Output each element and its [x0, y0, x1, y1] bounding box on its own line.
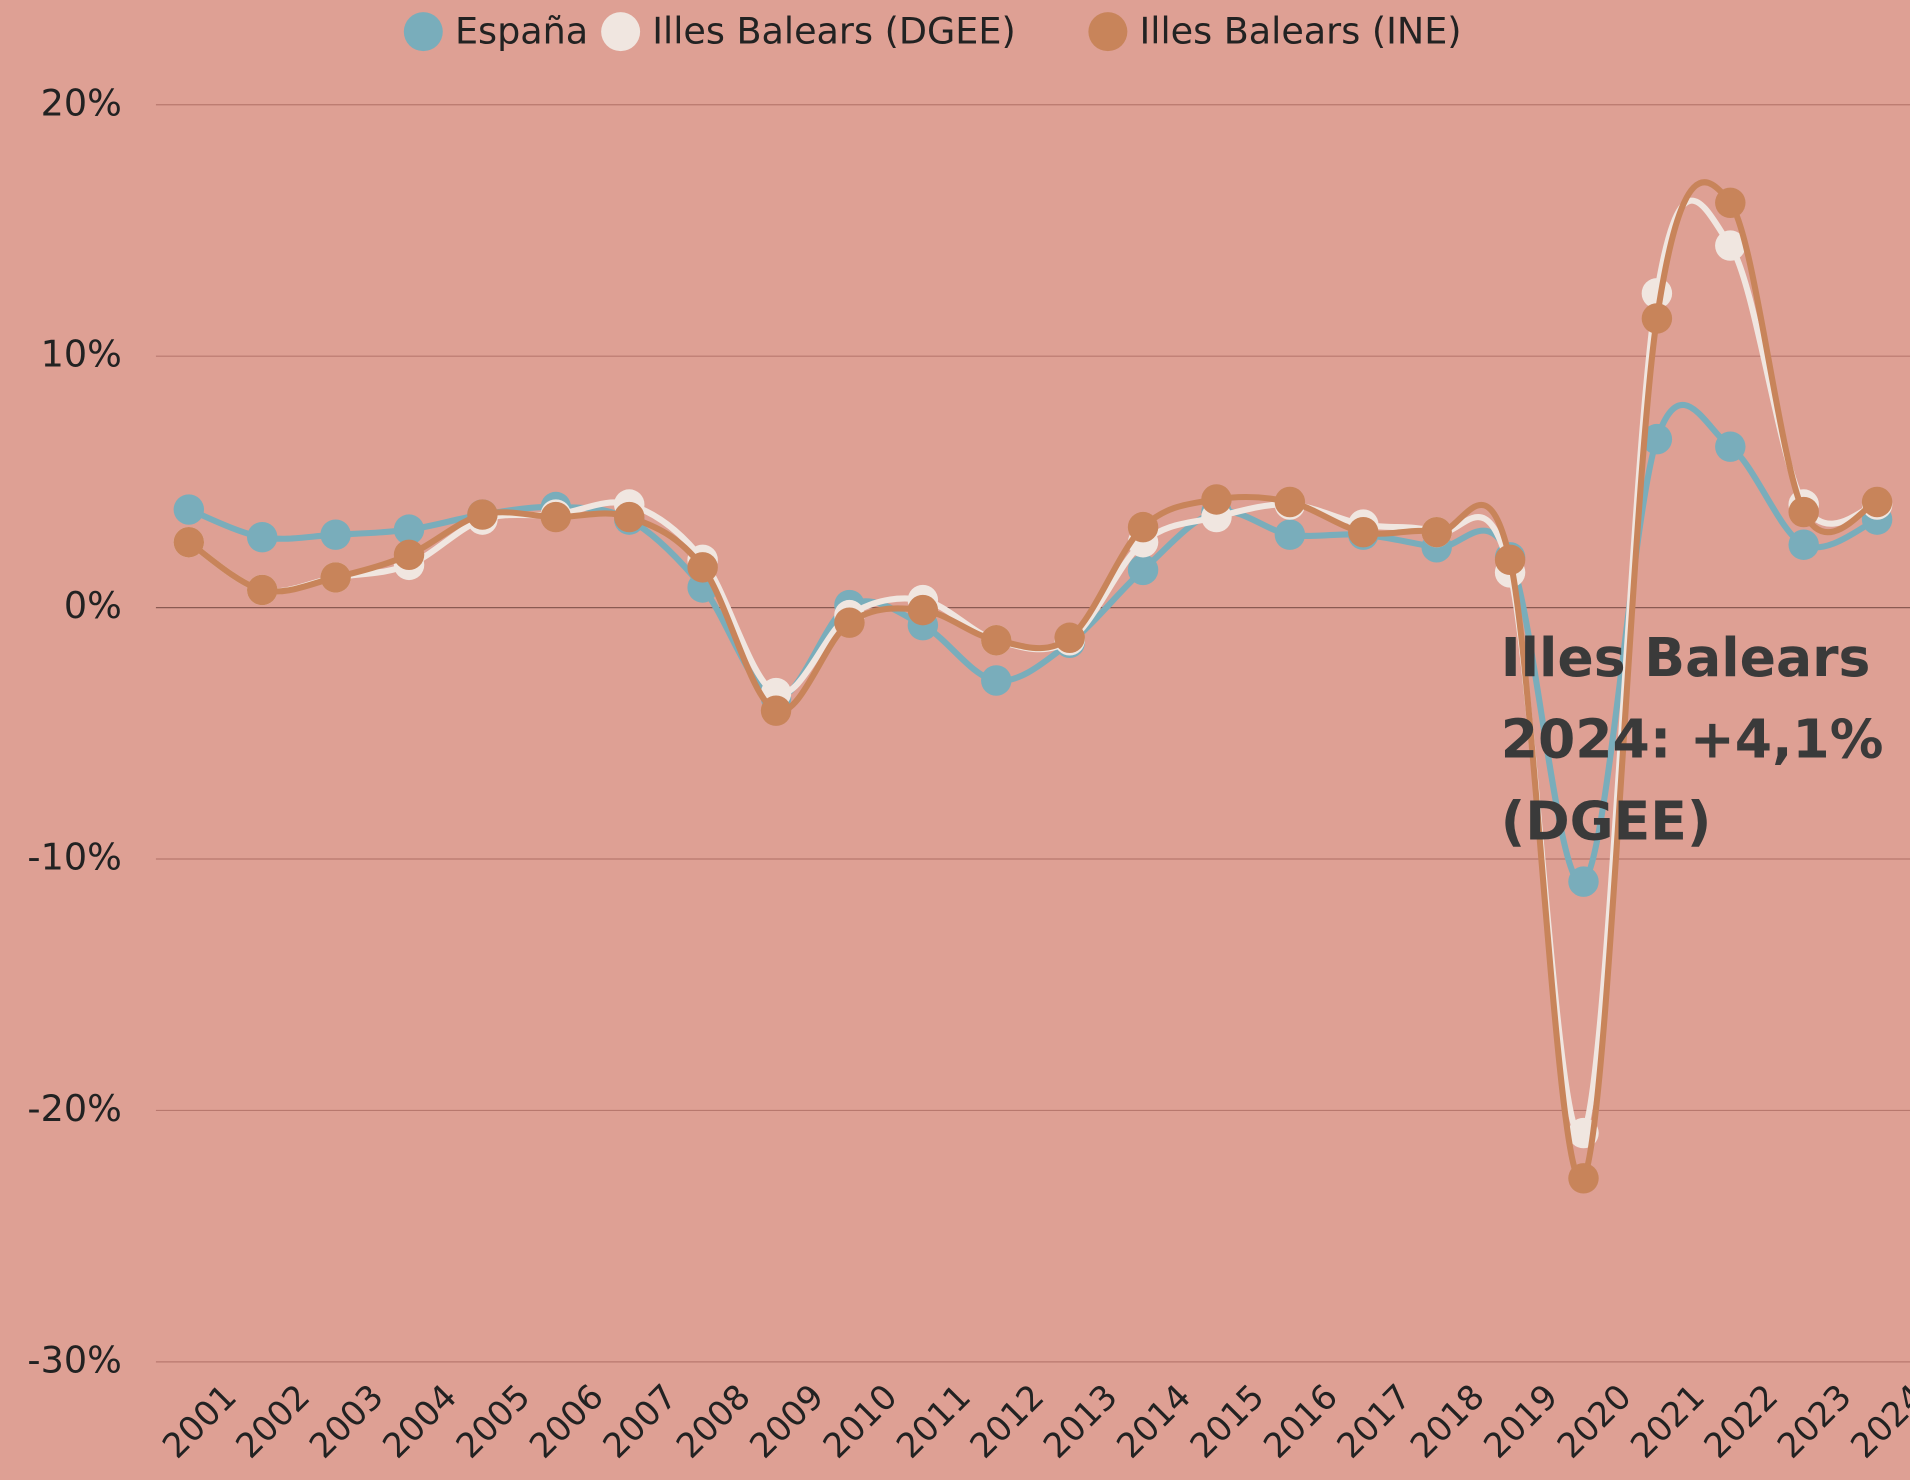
data-point: [1494, 544, 1526, 576]
data-point: [1715, 431, 1746, 462]
data-point: [1274, 486, 1306, 518]
data-point: [1715, 230, 1746, 261]
data-point: [834, 607, 865, 638]
data-point: [320, 519, 351, 550]
y-tick-label: -30%: [27, 1338, 121, 1381]
data-point: [1788, 529, 1819, 560]
legend-label: España: [455, 9, 588, 52]
annotation: (DGEE): [1501, 789, 1712, 852]
data-point: [614, 501, 645, 533]
y-tick-label: 0%: [64, 584, 122, 627]
data-point: [1201, 484, 1232, 515]
data-point: [246, 574, 278, 606]
data-point: [1127, 554, 1159, 586]
legend-label: Illes Balears (INE): [1140, 9, 1462, 52]
annotation: 2024: +4,1%: [1501, 708, 1884, 771]
data-point: [687, 552, 718, 583]
y-tick-label: -20%: [27, 1087, 121, 1130]
data-point: [1568, 1163, 1599, 1194]
data-point: [1788, 496, 1819, 528]
data-point: [1715, 187, 1746, 219]
legend-swatch: [403, 12, 443, 52]
data-point: [173, 526, 205, 558]
data-point: [540, 501, 572, 533]
data-point: [1274, 519, 1306, 550]
data-point: [1421, 516, 1452, 548]
data-point: [760, 695, 792, 726]
data-point: [393, 539, 425, 571]
y-tick-label: -10%: [27, 836, 121, 879]
data-point: [1641, 303, 1673, 334]
data-point: [981, 665, 1012, 696]
legend-label: Illes Balears (DGEE): [652, 9, 1015, 52]
data-point: [246, 521, 278, 553]
data-point: [1348, 516, 1379, 548]
annotation: Illes Balears: [1501, 626, 1871, 689]
data-point: [1568, 866, 1599, 897]
legend-swatch: [601, 12, 641, 52]
data-point: [1641, 423, 1673, 455]
data-point: [907, 594, 939, 626]
data-point: [1054, 622, 1085, 653]
data-point: [981, 625, 1012, 656]
y-tick-label: 20%: [41, 81, 122, 124]
data-point: [320, 562, 351, 593]
data-point: [393, 514, 425, 545]
data-point: [467, 499, 498, 530]
y-tick-label: 10%: [41, 333, 122, 376]
data-point: [173, 494, 205, 525]
data-point: [1127, 511, 1159, 543]
legend-swatch: [1088, 12, 1128, 52]
data-point: [1861, 486, 1893, 518]
